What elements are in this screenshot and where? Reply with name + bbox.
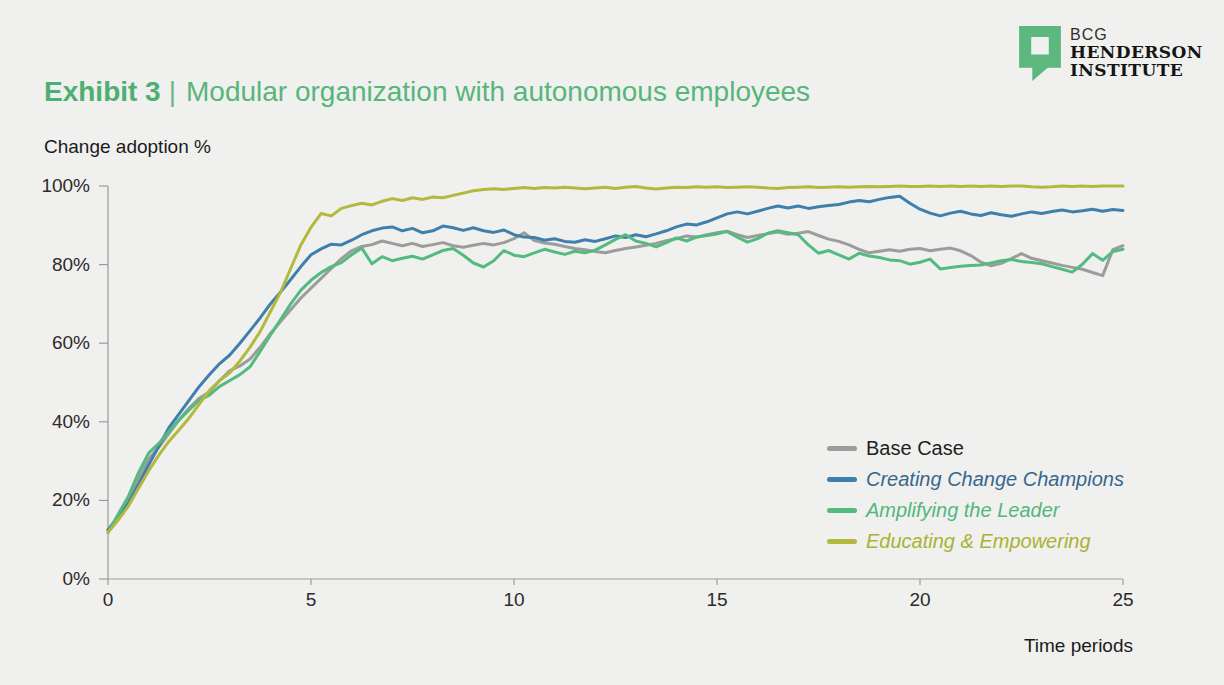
- x-tick-label: 10: [484, 589, 544, 611]
- y-axis-title: Change adoption %: [44, 136, 211, 158]
- x-tick-label: 25: [1093, 589, 1153, 611]
- y-tick-label: 60%: [20, 332, 90, 354]
- exhibit-page: 0% 20% 40% 60% 80% 100% 0 5 10 15 20 25 Exhibit 3|M…: [0, 0, 1224, 685]
- y-tick-label: 0%: [20, 568, 90, 590]
- legend-swatch-creating-change-champions: [827, 477, 857, 482]
- logo-line-henderson: HENDERSON: [1070, 43, 1203, 61]
- exhibit-number-label: Exhibit 3: [44, 76, 161, 107]
- bcg-henderson-institute-logo: BCG HENDERSON INSTITUTE: [1019, 26, 1203, 81]
- logo-line-bcg: BCG: [1070, 26, 1203, 43]
- y-tick-label: 100%: [20, 175, 90, 197]
- y-tick-label: 40%: [20, 411, 90, 433]
- y-tick-label: 80%: [20, 254, 90, 276]
- legend-swatch-base-case: [827, 446, 857, 451]
- legend-swatch-educating-empowering: [827, 539, 857, 544]
- bcg-henderson-quote-mark-icon: [1019, 26, 1061, 81]
- legend-label: Educating & Empowering: [866, 530, 1091, 553]
- exhibit-title-text: Modular organization with autonomous emp…: [186, 76, 810, 107]
- x-tick-label: 5: [281, 589, 341, 611]
- legend-item-amplifying-the-leader: Amplifying the Leader: [827, 495, 1124, 526]
- logo-line-institute: INSTITUTE: [1070, 61, 1203, 79]
- x-axis-title: Time periods: [933, 635, 1133, 657]
- page-title: Exhibit 3|Modular organization with auto…: [44, 76, 810, 108]
- legend-item-educating-empowering: Educating & Empowering: [827, 526, 1124, 557]
- x-tick-label: 0: [78, 589, 138, 611]
- y-tick-label: 20%: [20, 489, 90, 511]
- logo-wordmark: BCG HENDERSON INSTITUTE: [1070, 26, 1203, 79]
- legend-label: Base Case: [866, 437, 964, 460]
- title-separator: |: [161, 76, 186, 107]
- chart-legend: Base Case Creating Change Champions Ampl…: [827, 433, 1124, 557]
- legend-item-creating-change-champions: Creating Change Champions: [827, 464, 1124, 495]
- legend-label: Amplifying the Leader: [866, 499, 1059, 522]
- legend-swatch-amplifying-the-leader: [827, 508, 857, 513]
- x-tick-label: 15: [687, 589, 747, 611]
- legend-item-base-case: Base Case: [827, 433, 1124, 464]
- legend-label: Creating Change Champions: [866, 468, 1124, 491]
- x-tick-label: 20: [890, 589, 950, 611]
